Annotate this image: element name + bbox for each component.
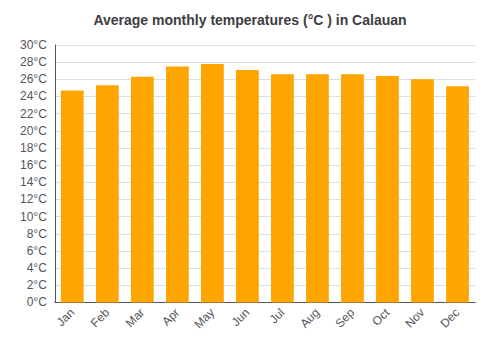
svg-text:Mar: Mar xyxy=(123,306,148,330)
svg-text:12°C: 12°C xyxy=(20,192,47,206)
svg-text:8°C: 8°C xyxy=(27,227,47,241)
svg-text:14°C: 14°C xyxy=(20,175,47,189)
svg-text:Apr: Apr xyxy=(159,306,182,329)
svg-text:Aug: Aug xyxy=(297,306,322,331)
svg-text:May: May xyxy=(191,306,217,332)
svg-text:22°C: 22°C xyxy=(20,107,47,121)
svg-text:Jul: Jul xyxy=(267,306,288,327)
svg-text:Jan: Jan xyxy=(54,306,78,330)
svg-text:28°C: 28°C xyxy=(20,55,47,69)
svg-text:0°C: 0°C xyxy=(27,295,47,309)
svg-text:18°C: 18°C xyxy=(20,141,47,155)
svg-text:Jun: Jun xyxy=(229,306,253,330)
svg-text:6°C: 6°C xyxy=(27,244,47,258)
svg-text:26°C: 26°C xyxy=(20,72,47,86)
svg-text:Sep: Sep xyxy=(332,305,357,330)
svg-text:Oct: Oct xyxy=(369,305,393,329)
svg-text:Dec: Dec xyxy=(437,306,462,331)
svg-text:20°C: 20°C xyxy=(20,124,47,138)
svg-text:4°C: 4°C xyxy=(27,261,47,275)
svg-text:30°C: 30°C xyxy=(20,38,47,52)
svg-text:16°C: 16°C xyxy=(20,158,47,172)
svg-text:Feb: Feb xyxy=(88,305,113,330)
svg-text:Nov: Nov xyxy=(402,306,427,331)
svg-text:24°C: 24°C xyxy=(20,89,47,103)
svg-text:Average monthly temperatures (: Average monthly temperatures (°C ) in Ca… xyxy=(93,12,406,28)
svg-text:10°C: 10°C xyxy=(20,210,47,224)
svg-text:2°C: 2°C xyxy=(27,278,47,292)
